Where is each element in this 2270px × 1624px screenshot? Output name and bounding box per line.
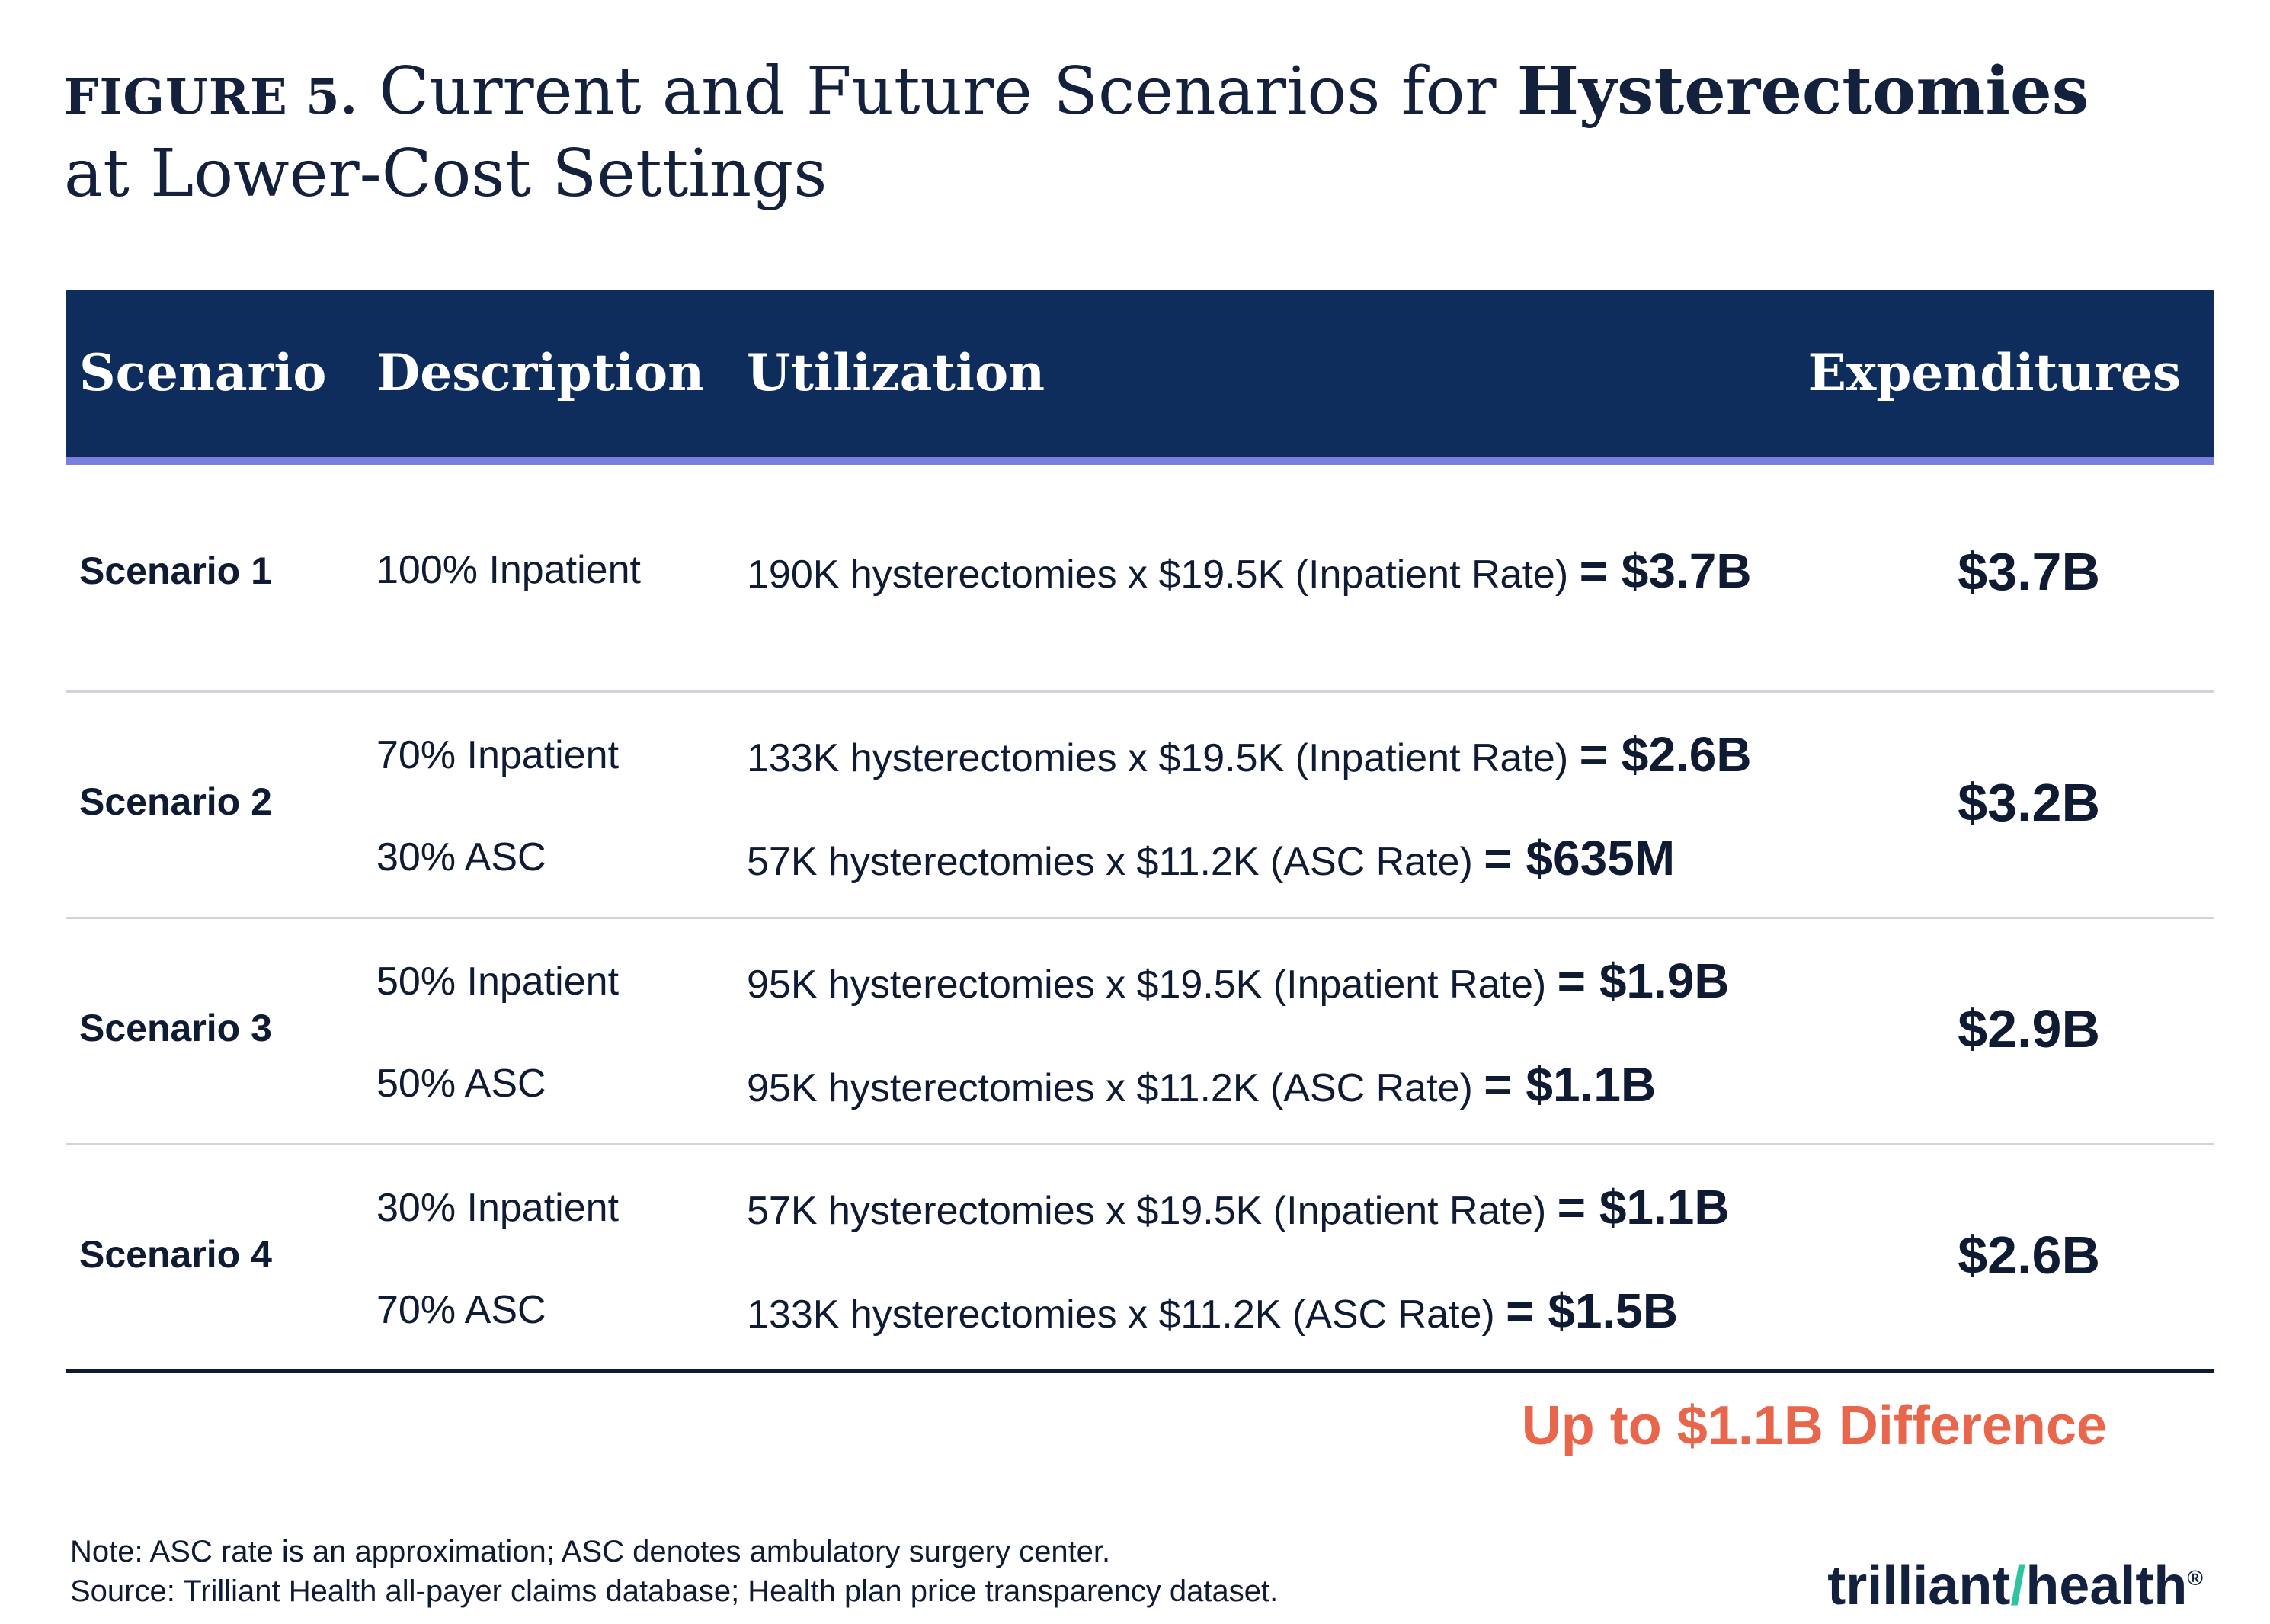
note-text: Note: ASC rate is an approximation; ASC … (70, 1535, 1111, 1568)
utilization-line: 133K hysterectomies x $11.2K (ASC Rate) … (747, 1283, 1678, 1339)
scenario-label: Scenario 4 (79, 1233, 272, 1276)
scenario-table: Scenario Description Utilization Expendi… (66, 290, 2214, 1373)
table-header: Scenario Description Utilization Expendi… (66, 290, 2214, 465)
expenditure-value: $3.2B (1958, 773, 2100, 832)
utilization-text: 190K hysterectomies x $19.5K (Inpatient … (747, 553, 1569, 597)
expenditure-value: $3.7B (1958, 542, 2100, 601)
utilization-result: = $1.5B (1506, 1283, 1679, 1338)
trilliant-health-logo: trilliant/health® (1827, 1555, 2203, 1617)
utilization-line: 95K hysterectomies x $19.5K (Inpatient R… (747, 953, 1730, 1009)
registered-mark: ® (2187, 1566, 2203, 1590)
title-text-after: at Lower-Cost Settings (64, 136, 828, 212)
difference-callout: Up to $1.1B Difference (1521, 1395, 2107, 1456)
utilization-text: 95K hysterectomies x $19.5K (Inpatient R… (747, 963, 1547, 1007)
table-row: Scenario 3 50% Inpatient 50% ASC 95K hys… (66, 919, 2214, 1145)
description-text: 30% Inpatient (376, 1186, 620, 1230)
logo-word-trilliant: trilliant (1827, 1555, 2011, 1616)
utilization-line: 57K hysterectomies x $11.2K (ASC Rate) =… (747, 830, 1675, 886)
utilization-result: = $1.9B (1557, 953, 1730, 1008)
description-text: 50% ASC (376, 1062, 546, 1106)
utilization-text: 133K hysterectomies x $19.5K (Inpatient … (747, 736, 1569, 780)
source-text: Source: Trilliant Health all-payer claim… (70, 1574, 1279, 1608)
expenditure-value: $2.9B (1958, 999, 2100, 1059)
utilization-line: 57K hysterectomies x $19.5K (Inpatient R… (747, 1179, 1730, 1235)
utilization-line: 95K hysterectomies x $11.2K (ASC Rate) =… (747, 1056, 1656, 1113)
figure-label: FIGURE 5. (64, 69, 358, 126)
logo-word-health: health (2025, 1555, 2188, 1616)
utilization-line: 133K hysterectomies x $19.5K (Inpatient … (747, 726, 1752, 783)
utilization-result: = $1.1B (1557, 1180, 1730, 1235)
expenditure-value: $2.6B (1958, 1225, 2100, 1285)
header-expenditures: Expenditures (1807, 343, 2181, 402)
utilization-result: = $2.6B (1579, 727, 1752, 782)
description-text: 100% Inpatient (376, 548, 641, 592)
title-text-before: Current and Future Scenarios for (379, 53, 1497, 130)
header-scenario: Scenario (79, 343, 327, 402)
utilization-result: = $1.1B (1484, 1057, 1657, 1112)
header-utilization: Utilization (747, 343, 1045, 402)
header-description: Description (376, 343, 705, 402)
utilization-result: = $3.7B (1579, 543, 1752, 598)
table-row: Scenario 2 70% Inpatient 30% ASC 133K hy… (66, 693, 2214, 919)
figure-title: FIGURE 5. Current and Future Scenarios f… (64, 53, 2121, 213)
utilization-line: 190K hysterectomies x $19.5K (Inpatient … (747, 543, 1752, 599)
scenario-label: Scenario 2 (79, 780, 272, 823)
utilization-text: 57K hysterectomies x $11.2K (ASC Rate) (747, 840, 1473, 884)
logo-swoosh-icon: / (2010, 1555, 2026, 1616)
title-text-bold: Hysterectomies (1516, 53, 2089, 130)
scenario-label: Scenario 3 (79, 1007, 272, 1049)
scenario-label: Scenario 1 (79, 549, 272, 592)
utilization-text: 57K hysterectomies x $19.5K (Inpatient R… (747, 1189, 1547, 1233)
table-row: Scenario 1 100% Inpatient 190K hysterect… (66, 465, 2214, 693)
description-text: 50% Inpatient (376, 959, 620, 1004)
footnotes: Note: ASC rate is an approximation; ASC … (70, 1532, 1278, 1611)
description-text: 70% ASC (376, 1288, 546, 1332)
utilization-text: 95K hysterectomies x $11.2K (ASC Rate) (747, 1066, 1473, 1110)
description-text: 30% ASC (376, 835, 546, 879)
description-text: 70% Inpatient (376, 733, 620, 777)
utilization-text: 133K hysterectomies x $11.2K (ASC Rate) (747, 1292, 1495, 1337)
utilization-result: = $635M (1484, 831, 1676, 886)
table-row: Scenario 4 30% Inpatient 70% ASC 57K hys… (66, 1145, 2214, 1373)
